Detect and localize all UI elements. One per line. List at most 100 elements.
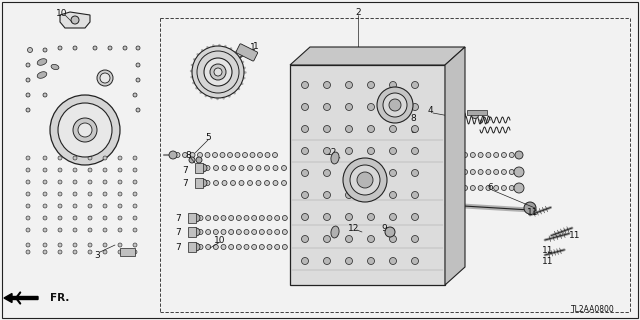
Circle shape xyxy=(350,165,380,195)
Circle shape xyxy=(239,165,244,171)
Text: 7: 7 xyxy=(182,165,188,174)
Circle shape xyxy=(136,46,140,50)
Circle shape xyxy=(26,108,30,112)
Text: 7: 7 xyxy=(175,243,181,252)
Circle shape xyxy=(118,250,122,254)
Circle shape xyxy=(463,170,468,174)
Circle shape xyxy=(198,244,203,250)
Circle shape xyxy=(267,215,272,220)
Circle shape xyxy=(282,165,287,171)
Circle shape xyxy=(213,244,218,250)
Circle shape xyxy=(93,46,97,50)
Circle shape xyxy=(367,258,374,265)
Circle shape xyxy=(502,170,506,174)
Bar xyxy=(188,242,196,252)
Circle shape xyxy=(221,215,226,220)
Circle shape xyxy=(367,103,374,110)
Circle shape xyxy=(282,244,287,250)
Circle shape xyxy=(230,165,236,171)
Circle shape xyxy=(486,170,491,174)
Circle shape xyxy=(346,213,353,220)
Circle shape xyxy=(43,204,47,208)
Circle shape xyxy=(196,157,202,163)
Circle shape xyxy=(390,148,397,155)
Circle shape xyxy=(323,125,330,132)
Circle shape xyxy=(235,153,240,157)
Circle shape xyxy=(455,170,460,174)
Circle shape xyxy=(282,215,287,220)
Circle shape xyxy=(197,51,239,93)
Circle shape xyxy=(244,215,249,220)
Circle shape xyxy=(493,186,499,190)
Text: 10: 10 xyxy=(214,236,226,244)
Circle shape xyxy=(58,180,62,184)
Circle shape xyxy=(136,78,140,82)
Circle shape xyxy=(212,153,218,157)
Circle shape xyxy=(73,192,77,196)
Circle shape xyxy=(58,216,62,220)
Text: 5: 5 xyxy=(205,132,211,141)
Circle shape xyxy=(136,63,140,67)
Circle shape xyxy=(26,204,30,208)
Text: 12: 12 xyxy=(326,148,338,156)
Circle shape xyxy=(103,204,107,208)
Circle shape xyxy=(346,236,353,243)
Circle shape xyxy=(243,153,248,157)
Circle shape xyxy=(390,258,397,265)
Circle shape xyxy=(463,153,468,157)
Circle shape xyxy=(478,186,483,190)
Circle shape xyxy=(509,153,514,157)
Circle shape xyxy=(502,153,506,157)
Circle shape xyxy=(509,186,514,190)
Text: TL2AA0800: TL2AA0800 xyxy=(572,306,615,315)
Circle shape xyxy=(133,168,137,172)
Circle shape xyxy=(323,236,330,243)
Circle shape xyxy=(346,148,353,155)
Circle shape xyxy=(198,215,203,220)
Circle shape xyxy=(524,202,536,214)
Circle shape xyxy=(323,213,330,220)
Circle shape xyxy=(204,58,232,86)
Circle shape xyxy=(133,216,137,220)
Circle shape xyxy=(118,192,122,196)
Circle shape xyxy=(73,156,77,160)
Circle shape xyxy=(222,180,227,186)
Text: 10: 10 xyxy=(56,9,68,18)
Circle shape xyxy=(103,228,107,232)
Circle shape xyxy=(236,229,241,235)
Circle shape xyxy=(118,216,122,220)
Circle shape xyxy=(73,46,77,50)
Circle shape xyxy=(123,46,127,50)
Circle shape xyxy=(175,153,180,157)
Circle shape xyxy=(412,82,419,89)
Circle shape xyxy=(73,243,77,247)
Circle shape xyxy=(447,153,452,157)
Circle shape xyxy=(323,148,330,155)
Circle shape xyxy=(367,125,374,132)
Circle shape xyxy=(228,229,234,235)
Circle shape xyxy=(205,153,210,157)
Circle shape xyxy=(515,151,523,159)
Text: 8: 8 xyxy=(410,125,416,134)
Circle shape xyxy=(250,153,255,157)
Text: 7: 7 xyxy=(182,179,188,188)
Circle shape xyxy=(133,156,137,160)
Circle shape xyxy=(58,46,62,50)
Circle shape xyxy=(58,228,62,232)
Circle shape xyxy=(205,180,210,186)
Text: 6: 6 xyxy=(487,182,493,191)
Circle shape xyxy=(214,180,218,186)
Circle shape xyxy=(455,153,460,157)
Circle shape xyxy=(73,168,77,172)
Circle shape xyxy=(58,103,112,157)
Circle shape xyxy=(275,244,280,250)
Circle shape xyxy=(73,250,77,254)
Bar xyxy=(188,213,196,223)
Circle shape xyxy=(192,214,200,222)
Circle shape xyxy=(282,180,287,186)
Polygon shape xyxy=(60,12,90,28)
Circle shape xyxy=(227,153,232,157)
Circle shape xyxy=(103,243,107,247)
Circle shape xyxy=(26,93,30,97)
Circle shape xyxy=(412,125,419,132)
